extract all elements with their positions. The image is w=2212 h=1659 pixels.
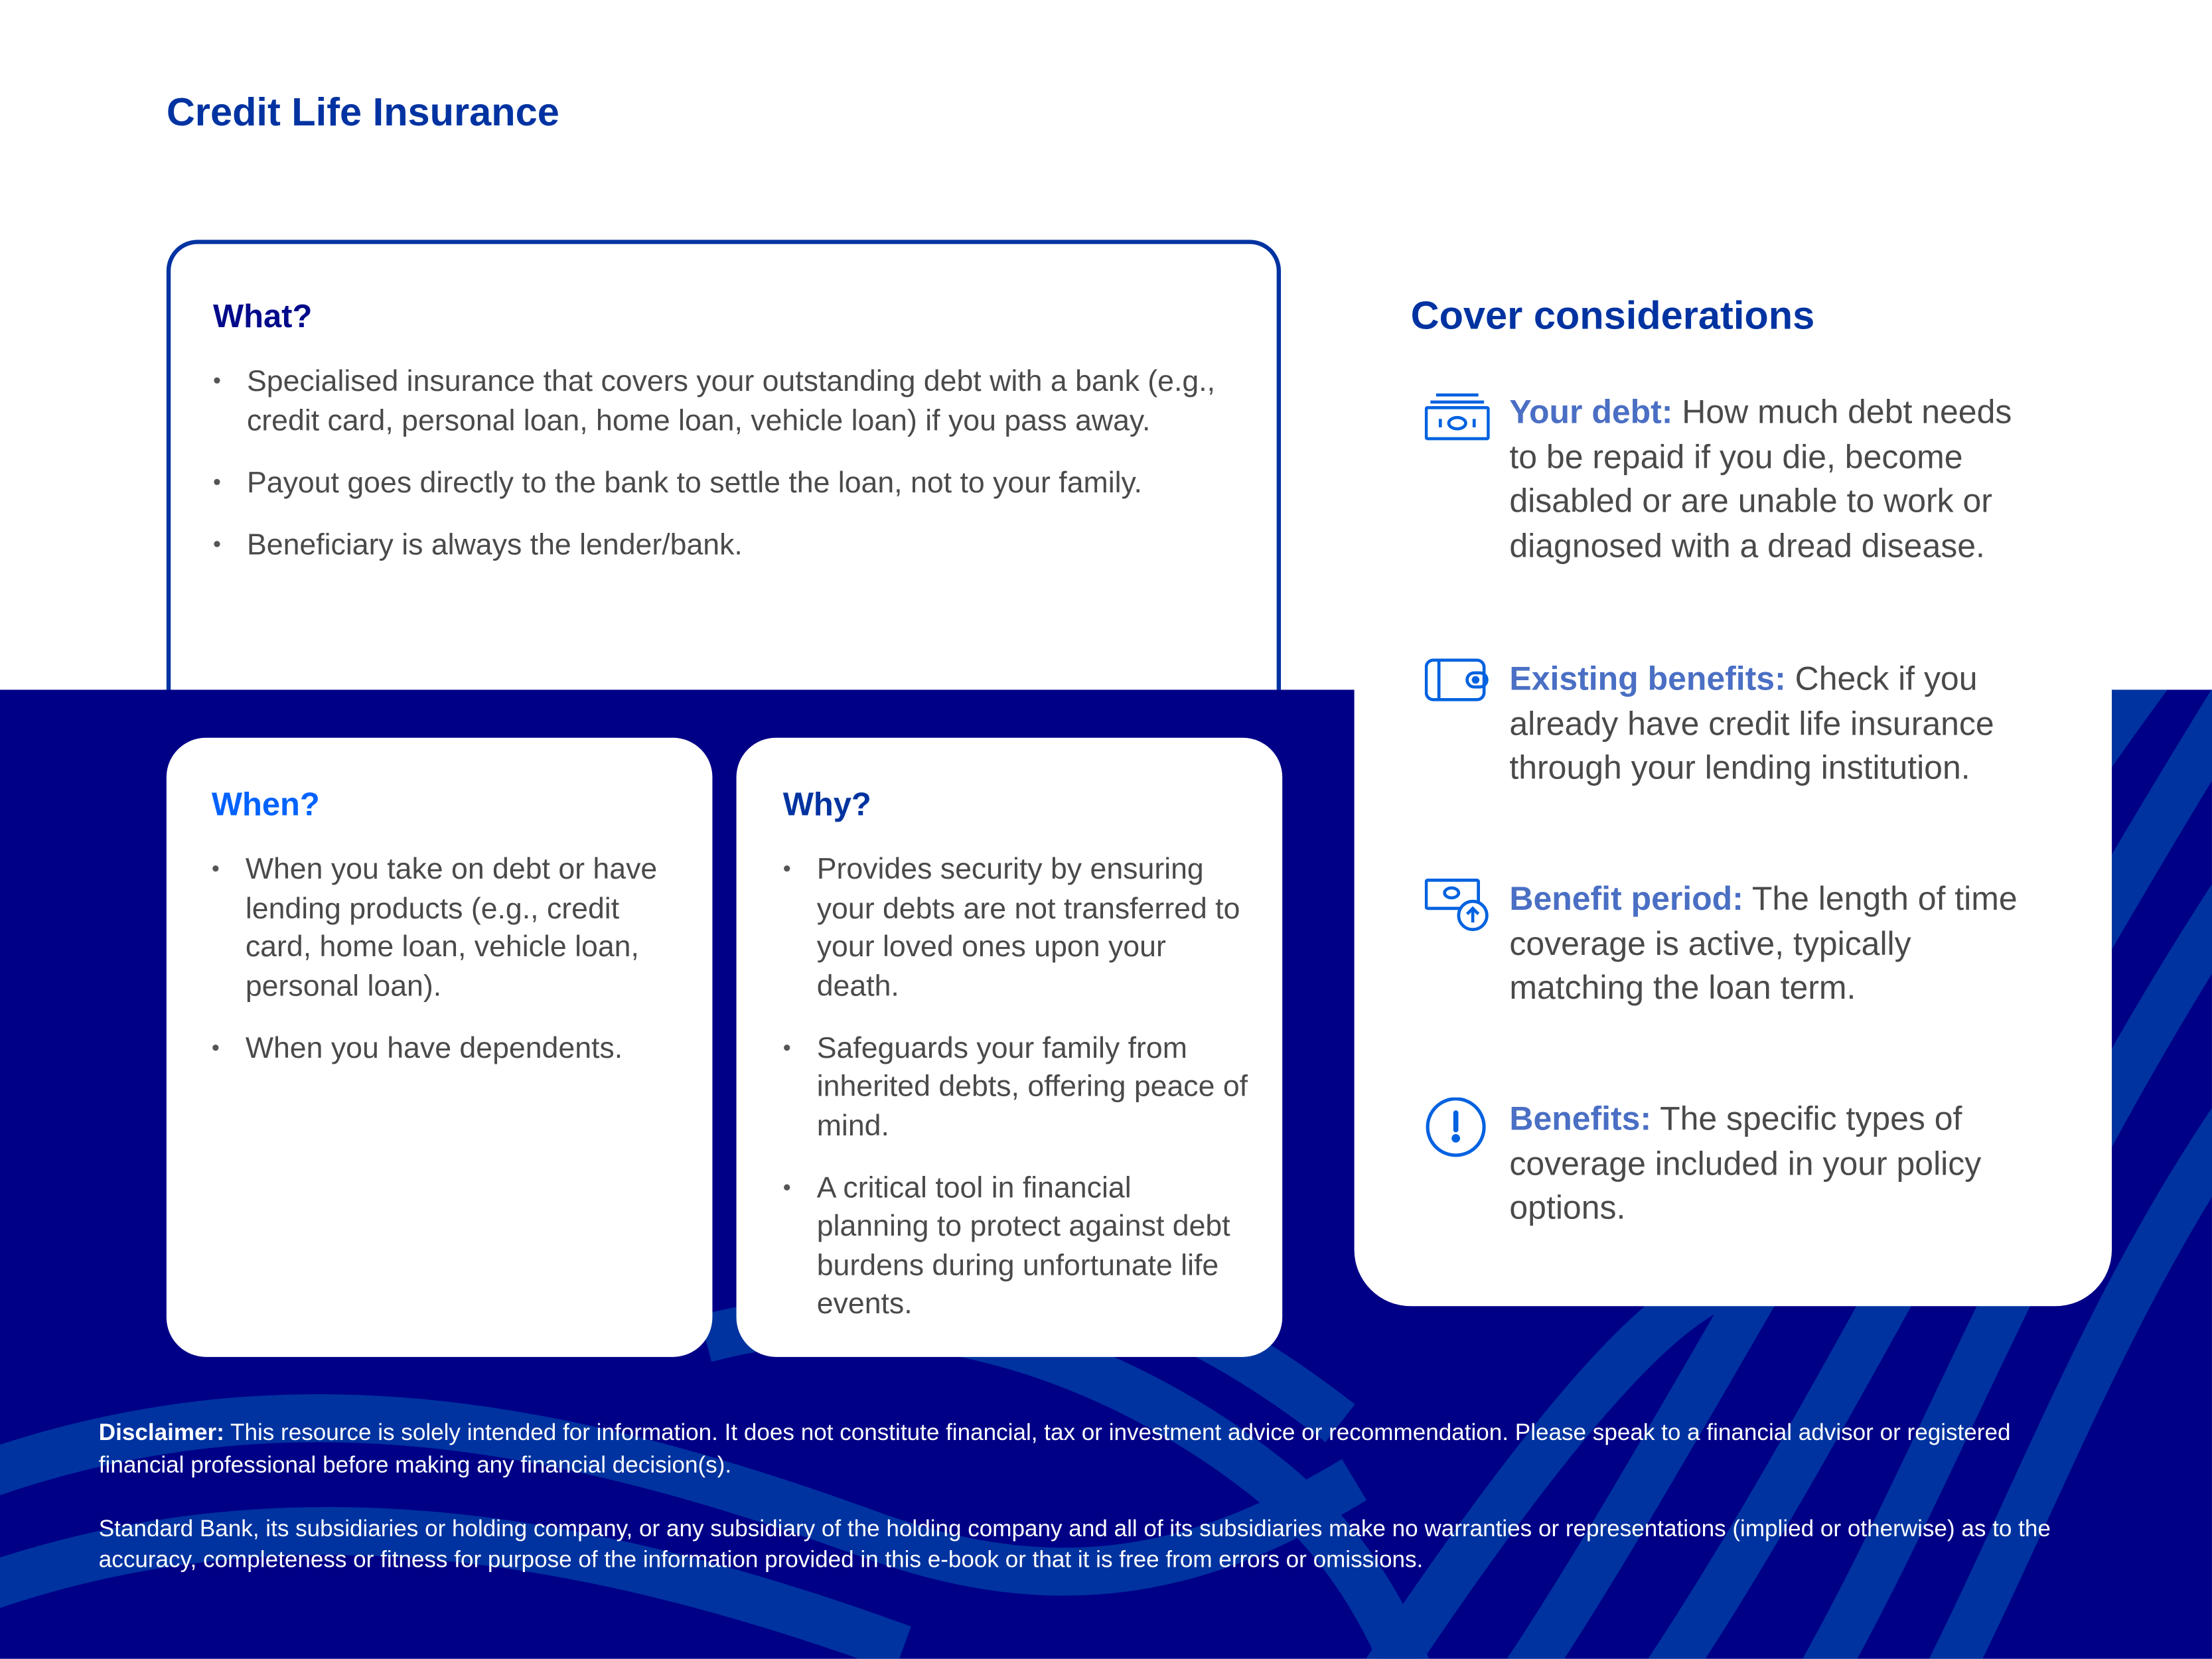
why-list: Provides security by ensuring your debts… (783, 851, 1248, 1347)
list-item: Beneficiary is always the lender/bank. (213, 526, 1228, 564)
cover-heading: Cover considerations (1410, 293, 1815, 338)
list-item: A critical tool in financial planning to… (783, 1169, 1248, 1324)
money-up-icon (1424, 879, 1489, 932)
why-card: Why? Provides security by ensuring your … (736, 737, 1283, 1357)
when-card: When? When you take on debt or have lend… (166, 737, 713, 1357)
disclaimer-label: Disclaimer: (98, 1420, 224, 1446)
list-item: When you take on debt or have lending pr… (212, 851, 663, 1006)
when-heading: When? (211, 785, 320, 823)
disclaimer-text-2: Standard Bank, its subsidiaries or holdi… (98, 1515, 2051, 1573)
when-list: When you take on debt or have lending pr… (212, 851, 663, 1091)
list-item: Specialised insurance that covers your o… (213, 362, 1228, 440)
exclamation-circle-icon (1426, 1097, 1486, 1157)
cover-card (1354, 663, 2112, 1307)
page-title: Credit Life Insurance (166, 90, 559, 134)
wallet-icon (1424, 658, 1489, 701)
disclaimer: Disclaimer: This resource is solely inte… (99, 1417, 2102, 1608)
list-item: Payout goes directly to the bank to sett… (213, 463, 1228, 502)
disclaimer-text: This resource is solely intended for inf… (98, 1420, 2011, 1478)
list-item: Safeguards your family from inherited de… (783, 1029, 1248, 1145)
what-heading: What? (212, 297, 313, 334)
banknotes-icon (1424, 393, 1490, 441)
list-item: When you have dependents. (212, 1029, 663, 1068)
what-list: Specialised insurance that covers your o… (213, 362, 1228, 587)
list-item: Provides security by ensuring your debts… (783, 851, 1248, 1006)
why-heading: Why? (782, 785, 871, 823)
